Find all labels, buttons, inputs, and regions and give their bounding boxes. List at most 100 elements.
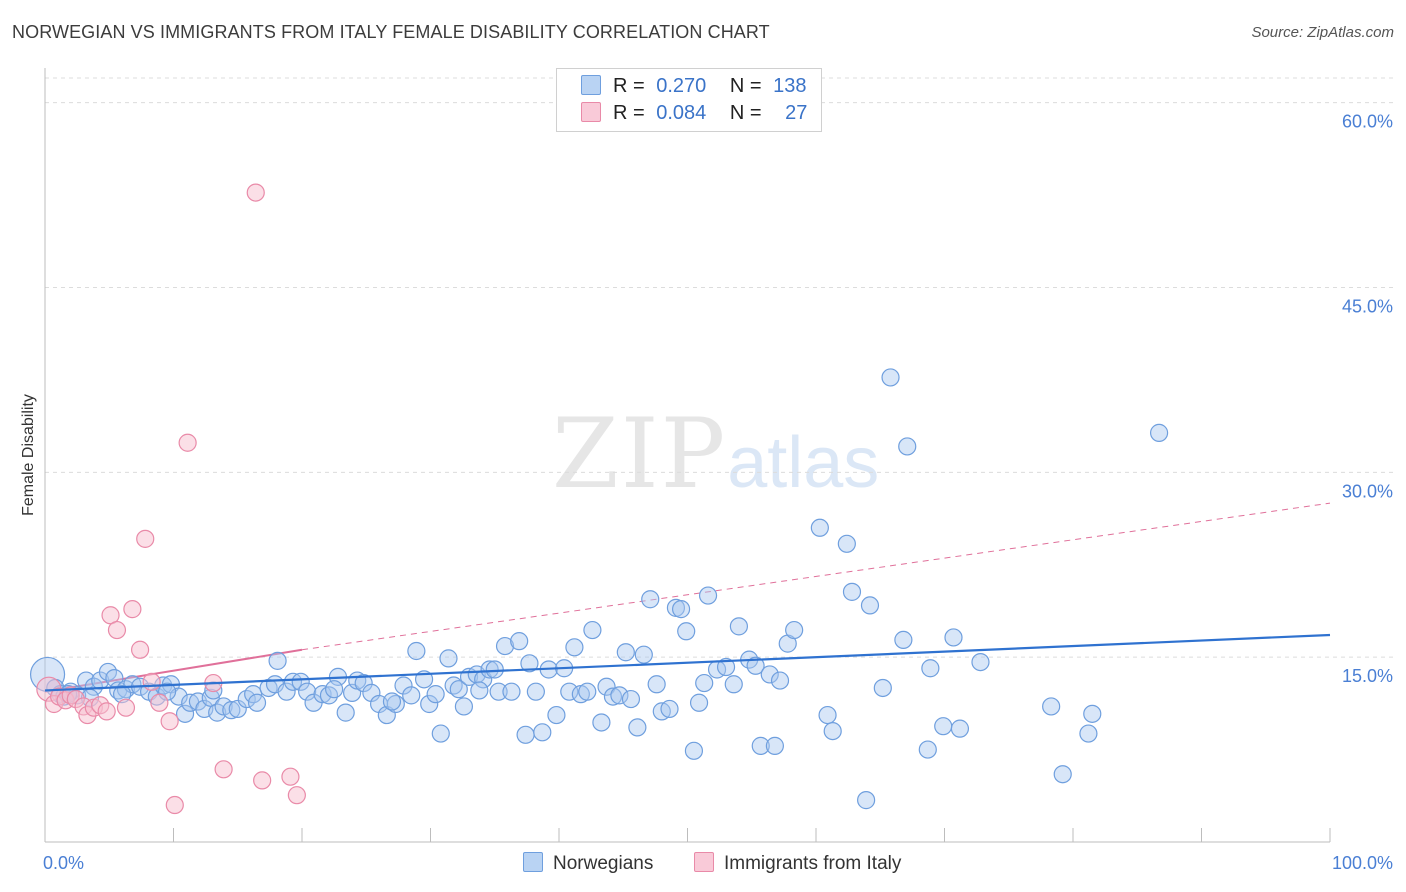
x-tick-label-min: 0.0% <box>43 853 84 873</box>
point-norwegians <box>628 718 647 737</box>
legend-swatch-pink <box>581 102 601 122</box>
point-norwegians <box>520 654 539 673</box>
point-norwegians <box>597 677 616 696</box>
point-norwegians <box>724 675 743 694</box>
watermark: ZIPatlas <box>552 398 879 510</box>
point-norwegians <box>592 713 611 732</box>
point-norwegians <box>823 721 842 741</box>
point-norwegians <box>291 672 310 691</box>
point-norwegians <box>837 534 856 553</box>
point-norwegians <box>402 686 421 705</box>
point-norwegians <box>247 693 267 712</box>
point-norwegians <box>881 368 900 387</box>
trend-line-norwegians <box>44 633 1331 692</box>
point-norwegians <box>533 723 552 742</box>
point-norwegians <box>1149 423 1169 442</box>
y-tick-label: 15.0% <box>1342 666 1393 686</box>
point-norwegians <box>684 741 704 760</box>
point-immigrants-from-italy <box>281 767 300 786</box>
x-tick-label-max: 100.0% <box>1332 853 1393 873</box>
point-norwegians <box>894 630 913 650</box>
point-norwegians <box>921 659 940 678</box>
point-norwegians <box>382 692 402 711</box>
bottom-legend-label-italy: Immigrants from Italy <box>724 853 902 874</box>
point-norwegians <box>489 682 508 701</box>
point-norwegians <box>526 682 545 701</box>
point-norwegians <box>641 590 660 609</box>
point-norwegians <box>760 665 779 684</box>
point-norwegians <box>695 673 714 693</box>
point-norwegians <box>547 705 566 725</box>
point-norwegians <box>510 632 529 651</box>
point-immigrants-from-italy <box>97 702 116 721</box>
watermark-zip: ZIP <box>552 398 728 510</box>
point-immigrants-from-italy <box>287 786 306 805</box>
point-norwegians <box>746 656 765 675</box>
legend-n-label: N = <box>729 75 762 97</box>
y-tick-label: 45.0% <box>1342 296 1393 316</box>
point-immigrants-from-italy <box>142 672 161 691</box>
legend-n-label: N = <box>729 102 762 124</box>
trend-segment-dashed <box>301 502 1331 651</box>
point-norwegians <box>785 620 804 640</box>
axes <box>44 68 1331 843</box>
point-norwegians <box>244 685 263 704</box>
point-norwegians <box>765 736 784 755</box>
point-norwegians <box>860 596 880 615</box>
point-norwegians <box>560 682 579 701</box>
legend-swatch-blue <box>581 75 601 95</box>
point-norwegians <box>495 636 515 656</box>
point-immigrants-from-italy <box>123 600 142 619</box>
chart-title: NORWEGIAN VS IMMIGRANTS FROM ITALY FEMAL… <box>12 22 770 42</box>
point-immigrants-from-italy <box>160 712 179 731</box>
point-norwegians <box>660 699 679 719</box>
y-tick-label: 30.0% <box>1342 481 1393 501</box>
point-norwegians <box>873 678 892 698</box>
point-norwegians <box>449 680 468 699</box>
point-immigrants-from-italy <box>107 620 127 640</box>
point-norwegians <box>842 582 862 601</box>
point-norwegians <box>454 697 474 716</box>
point-immigrants-from-italy <box>246 183 265 202</box>
legend-row-norwegians: R = 0.270 N = 138 <box>581 75 807 99</box>
point-norwegians <box>516 725 535 744</box>
tick-labels: 15.0% 30.0% 45.0% 60.0% 0.0% 100.0% <box>43 112 1393 873</box>
point-norwegians <box>313 685 332 704</box>
watermark-atlas: atlas <box>727 423 880 503</box>
point-norwegians <box>1079 724 1098 743</box>
bottom-legend-italy: Immigrants from Italy <box>694 852 901 875</box>
point-norwegians <box>934 717 953 736</box>
point-norwegians <box>818 705 837 725</box>
bottom-legend-label-norwegians: Norwegians <box>553 853 654 874</box>
y-axis-label: Female Disability <box>20 394 37 516</box>
point-norwegians <box>716 657 736 677</box>
legend-r-label: R = <box>613 75 645 97</box>
point-norwegians <box>336 703 355 722</box>
point-norwegians <box>426 685 445 704</box>
point-norwegians <box>480 660 499 679</box>
point-norwegians <box>610 686 629 705</box>
point-norwegians <box>298 682 317 701</box>
point-immigrants-from-italy <box>130 640 150 659</box>
point-norwegians <box>677 622 696 641</box>
point-norwegians <box>277 682 296 701</box>
point-norwegians <box>583 620 602 640</box>
y-tick-label: 60.0% <box>1342 112 1393 132</box>
point-immigrants-from-italy <box>136 529 155 548</box>
point-norwegians <box>971 652 990 672</box>
point-norwegians <box>354 673 373 693</box>
point-immigrants-from-italy <box>253 771 272 790</box>
point-norwegians <box>751 736 770 755</box>
point-norwegians <box>621 689 641 709</box>
point-immigrants-from-italy <box>116 698 136 717</box>
point-norwegians <box>578 682 597 701</box>
point-norwegians <box>689 693 709 712</box>
legend-n-value-italy: 27 <box>785 102 808 124</box>
point-immigrants-from-italy <box>214 760 233 779</box>
point-norwegians <box>470 681 489 700</box>
trend-line-immigrants-from-italy <box>44 502 1331 693</box>
point-norwegians <box>325 680 344 699</box>
point-norwegians <box>420 694 439 714</box>
point-norwegians <box>394 676 413 695</box>
